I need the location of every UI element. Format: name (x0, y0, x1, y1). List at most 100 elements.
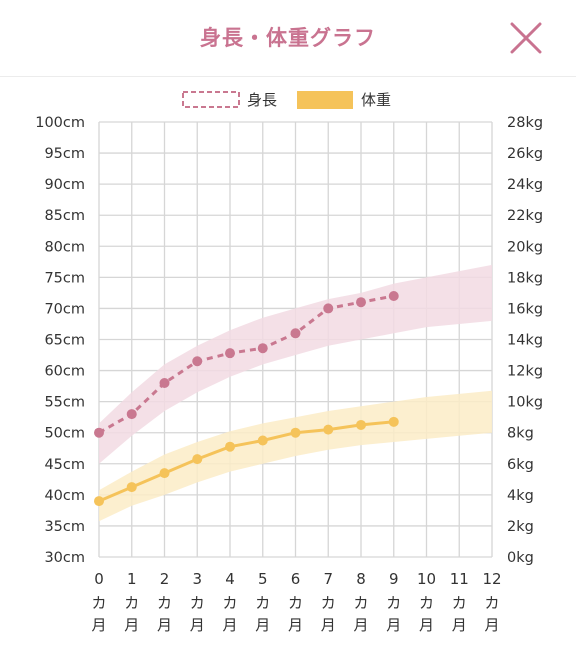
x-tick-unit: 月 (353, 616, 368, 634)
y-axis-left: 100cm 95cm 90cm 85cm 80cm 75cm 70cm 65cm 60cm 55c… (35, 115, 85, 566)
x-tick-unit: 月 (222, 616, 237, 634)
y-tick-label-left: 100cm (35, 115, 85, 131)
y-tick-label-right: 14kg (507, 333, 543, 349)
weight-point (388, 416, 399, 427)
x-tick-unit: カ (255, 594, 270, 612)
x-tick-unit: 月 (452, 616, 467, 634)
height-point (356, 297, 366, 308)
height-point (94, 427, 104, 438)
x-tick-unit: 月 (321, 616, 336, 634)
legend-height-label: 身長 (247, 91, 277, 109)
y-tick-label-left: 80cm (44, 239, 85, 255)
series (94, 291, 399, 507)
legend-weight-swatch (297, 91, 353, 109)
header: 身長・体重グラフ (0, 0, 576, 77)
y-tick-label-left: 70cm (44, 301, 85, 317)
legend-height-swatch (182, 91, 240, 108)
y-tick-label-right: 6kg (507, 457, 534, 473)
x-tick-label: 5 (258, 570, 268, 588)
growth-chart: 身長 体重 100cm95cm90cm85cm80cm75cm70cm65cm60… (35, 91, 543, 634)
height-point (388, 291, 399, 301)
legend-weight-label: 体重 (361, 91, 391, 109)
x-tick-label: 10 (417, 570, 436, 588)
height-point (290, 328, 301, 339)
x-tick-unit: カ (419, 594, 434, 612)
height-reference-band (99, 264, 492, 464)
y-tick-label-left: 85cm (44, 208, 85, 224)
x-tick-unit: カ (124, 594, 139, 612)
y-tick-label-right: 28kg (507, 115, 543, 131)
height-point (159, 378, 170, 388)
weight-point (159, 468, 170, 479)
x-tick-unit: 月 (91, 616, 106, 634)
x-tick-unit: 月 (255, 616, 270, 634)
weight-point (290, 427, 301, 438)
y-tick-label-right: 20kg (507, 239, 543, 255)
weight-point (356, 419, 366, 430)
y-tick-label-right: 18kg (507, 270, 543, 286)
x-tick-label: 2 (160, 570, 170, 588)
x-tick-label: 4 (225, 570, 235, 588)
x-tick-unit: カ (353, 594, 368, 612)
x-tick-unit: カ (222, 594, 237, 612)
x-tick-unit: 月 (157, 616, 172, 634)
x-tick-label: 0 (94, 570, 104, 588)
x-tick-label: 8 (356, 570, 366, 588)
y-tick-label-left: 50cm (44, 426, 85, 442)
y-tick-label-right: 16kg (507, 301, 543, 317)
height-point (225, 348, 235, 359)
x-tick-unit: 月 (288, 616, 303, 634)
x-tick-unit: 月 (386, 616, 401, 634)
x-tick-unit: カ (386, 594, 401, 612)
x-tick-label: 12 (482, 570, 501, 588)
y-tick-label-left: 30cm (44, 550, 85, 566)
x-tick-unit: カ (91, 594, 106, 612)
x-tick-unit: 月 (124, 616, 139, 634)
y-tick-label-right: 4kg (507, 488, 534, 504)
height-point (126, 409, 137, 420)
x-tick-label: 7 (323, 570, 333, 588)
x-tick-label: 9 (389, 570, 399, 588)
x-tick-unit: カ (157, 594, 172, 612)
legend: 身長 体重 (182, 91, 391, 109)
y-tick-label-right: 24kg (507, 177, 543, 193)
y-tick-label-right: 0kg (507, 550, 534, 566)
y-tick-label-left: 60cm (44, 364, 85, 380)
x-tick-unit: カ (321, 594, 336, 612)
y-tick-label-left: 65cm (44, 333, 85, 349)
y-tick-label-right: 12kg (507, 364, 543, 380)
x-tick-label: 1 (127, 570, 137, 588)
close-icon[interactable] (510, 22, 542, 54)
x-tick-unit: カ (452, 594, 467, 612)
x-tick-unit: 月 (419, 616, 434, 634)
height-point (192, 356, 203, 367)
y-tick-label-left: 40cm (44, 488, 85, 504)
x-tick-unit: 月 (484, 616, 499, 634)
height-point (323, 303, 334, 314)
y-tick-label-right: 26kg (507, 146, 543, 162)
page-title: 身長・体重グラフ (200, 26, 376, 50)
height-line (98, 294, 395, 435)
weight-point (94, 496, 104, 507)
y-tick-label-left: 75cm (44, 270, 85, 286)
x-tick-unit: カ (288, 594, 303, 612)
weight-point (257, 435, 268, 446)
x-axis: 0 カ月 1 カ月 2 カ月 3 カ月 4 カ月 5 カ月 6 カ月 7 カ月 8 カ月 9 カ月 10 カ月 11 カ月 12… (91, 570, 501, 634)
y-tick-label-right: 2kg (507, 519, 534, 535)
y-tick-label-left: 95cm (44, 146, 85, 162)
y-tick-label-right: 22kg (507, 208, 543, 224)
x-tick-unit: カ (190, 594, 205, 612)
weight-line (98, 420, 394, 503)
x-tick-unit: カ (484, 594, 499, 612)
y-tick-label-left: 55cm (44, 395, 85, 411)
y-tick-label-left: 35cm (44, 519, 85, 535)
weight-point (192, 454, 203, 465)
x-tick-label: 3 (192, 570, 202, 588)
x-tick-unit: 月 (190, 616, 205, 634)
y-tick-label-left: 90cm (44, 177, 85, 193)
weight-point (126, 482, 137, 493)
y-tick-label-right: 10kg (507, 395, 543, 411)
y-tick-label-left: 45cm (44, 457, 85, 473)
x-tick-label: 6 (291, 570, 301, 588)
height-point (257, 343, 268, 354)
